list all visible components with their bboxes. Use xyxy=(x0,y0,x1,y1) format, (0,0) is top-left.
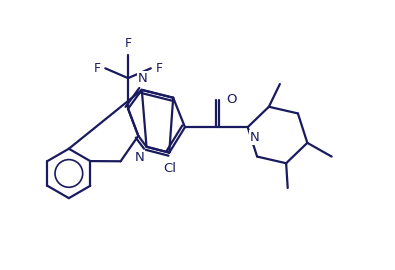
Text: O: O xyxy=(226,93,237,106)
Text: Cl: Cl xyxy=(163,162,176,175)
Text: F: F xyxy=(94,62,101,75)
Text: N: N xyxy=(250,131,260,144)
Text: N: N xyxy=(135,151,145,164)
Text: N: N xyxy=(138,72,147,85)
Text: F: F xyxy=(124,37,132,50)
Text: F: F xyxy=(156,62,162,75)
